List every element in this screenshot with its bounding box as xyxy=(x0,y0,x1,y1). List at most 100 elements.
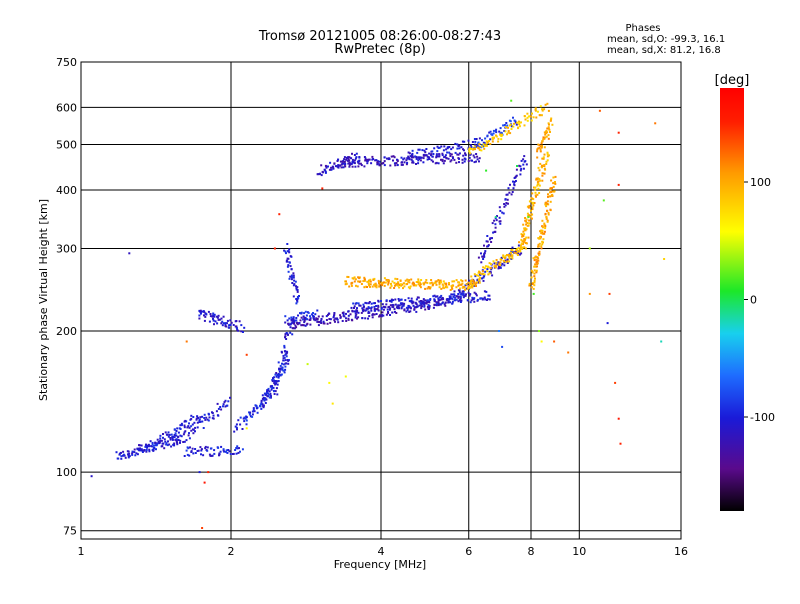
echo-point xyxy=(292,276,295,279)
echo-point xyxy=(546,153,549,156)
echo-point xyxy=(507,187,510,190)
echo-point xyxy=(414,301,417,304)
echo-point xyxy=(225,449,228,452)
echo-point xyxy=(439,279,442,282)
echo-point xyxy=(454,142,457,145)
echo-point xyxy=(410,278,413,281)
echo-point xyxy=(269,392,272,395)
echo-point xyxy=(441,302,444,305)
echo-point xyxy=(234,449,237,451)
echo-point xyxy=(339,316,342,319)
echo-point xyxy=(299,312,301,315)
echo-point xyxy=(546,220,549,223)
echo-point xyxy=(525,242,528,245)
echo-point xyxy=(349,313,352,316)
echo-point xyxy=(545,163,548,165)
echo-point xyxy=(472,283,475,286)
echo-point xyxy=(417,280,420,283)
echo-point xyxy=(270,388,273,391)
echo-point xyxy=(432,306,435,309)
echo-point xyxy=(190,414,193,417)
echo-point xyxy=(532,292,535,295)
echo-point xyxy=(249,415,252,418)
echo-point xyxy=(362,308,365,311)
echo-point xyxy=(514,180,517,182)
echo-point xyxy=(248,413,251,416)
echo-point xyxy=(412,284,415,287)
echo-point xyxy=(537,180,540,183)
x-tick-label: 6 xyxy=(465,545,472,558)
echo-point xyxy=(536,184,539,187)
echo-point xyxy=(328,168,331,171)
echo-point xyxy=(489,237,492,240)
echo-point xyxy=(372,302,375,305)
echo-point xyxy=(404,299,407,302)
echo-point xyxy=(469,293,472,296)
echo-point xyxy=(203,413,206,416)
echo-point xyxy=(373,313,376,316)
echo-point xyxy=(513,122,515,125)
echo-point xyxy=(343,315,346,318)
echo-point xyxy=(438,153,441,156)
echo-point xyxy=(522,230,525,233)
echo-point xyxy=(520,252,523,255)
echo-point xyxy=(438,280,441,283)
echo-point xyxy=(520,242,523,245)
echo-point xyxy=(457,295,460,298)
echo-point xyxy=(452,284,455,287)
echo-point xyxy=(482,145,485,148)
echo-point xyxy=(433,299,436,302)
echo-point xyxy=(484,270,487,273)
echo-point xyxy=(478,148,481,151)
echo-point xyxy=(532,287,535,290)
echo-point xyxy=(351,165,354,168)
echo-point xyxy=(283,350,286,353)
echo-point xyxy=(445,148,448,151)
echo-point xyxy=(508,257,511,260)
echo-point xyxy=(364,285,367,288)
echo-point xyxy=(438,146,441,149)
echo-point xyxy=(534,194,537,197)
echo-point xyxy=(291,333,294,336)
echo-point xyxy=(191,447,194,450)
echo-point xyxy=(268,390,271,393)
echo-point xyxy=(440,158,442,161)
echo-point xyxy=(350,306,353,309)
echo-point xyxy=(506,193,509,196)
echo-point xyxy=(506,124,509,127)
echo-point xyxy=(458,144,461,147)
echo-point xyxy=(536,262,539,265)
echo-point xyxy=(351,161,354,164)
echo-point xyxy=(338,164,341,167)
echo-point xyxy=(488,298,491,301)
echo-point xyxy=(518,125,521,128)
echo-point xyxy=(303,321,306,324)
echo-point xyxy=(408,305,411,308)
echo-point xyxy=(284,359,287,362)
echo-point xyxy=(416,151,419,154)
echo-point xyxy=(362,303,365,306)
echo-point xyxy=(366,162,369,165)
echo-point xyxy=(169,438,172,441)
echo-point xyxy=(554,175,557,178)
echo-point xyxy=(333,319,336,322)
echo-point xyxy=(284,333,287,336)
echo-point xyxy=(205,313,208,316)
echo-point xyxy=(320,174,323,177)
echo-point xyxy=(549,131,551,133)
echo-point xyxy=(216,315,218,318)
echo-point xyxy=(289,275,292,278)
echo-point xyxy=(376,308,379,311)
echo-point xyxy=(207,310,210,313)
echo-point xyxy=(437,297,440,300)
echo-point xyxy=(160,439,163,442)
echo-point xyxy=(131,452,134,455)
echo-point xyxy=(330,168,333,171)
echo-point xyxy=(350,284,353,287)
echo-point xyxy=(289,326,292,329)
echo-point xyxy=(529,215,532,218)
echo-point xyxy=(487,245,490,248)
echo-point xyxy=(515,252,518,255)
x-tick-label: 16 xyxy=(674,545,688,558)
